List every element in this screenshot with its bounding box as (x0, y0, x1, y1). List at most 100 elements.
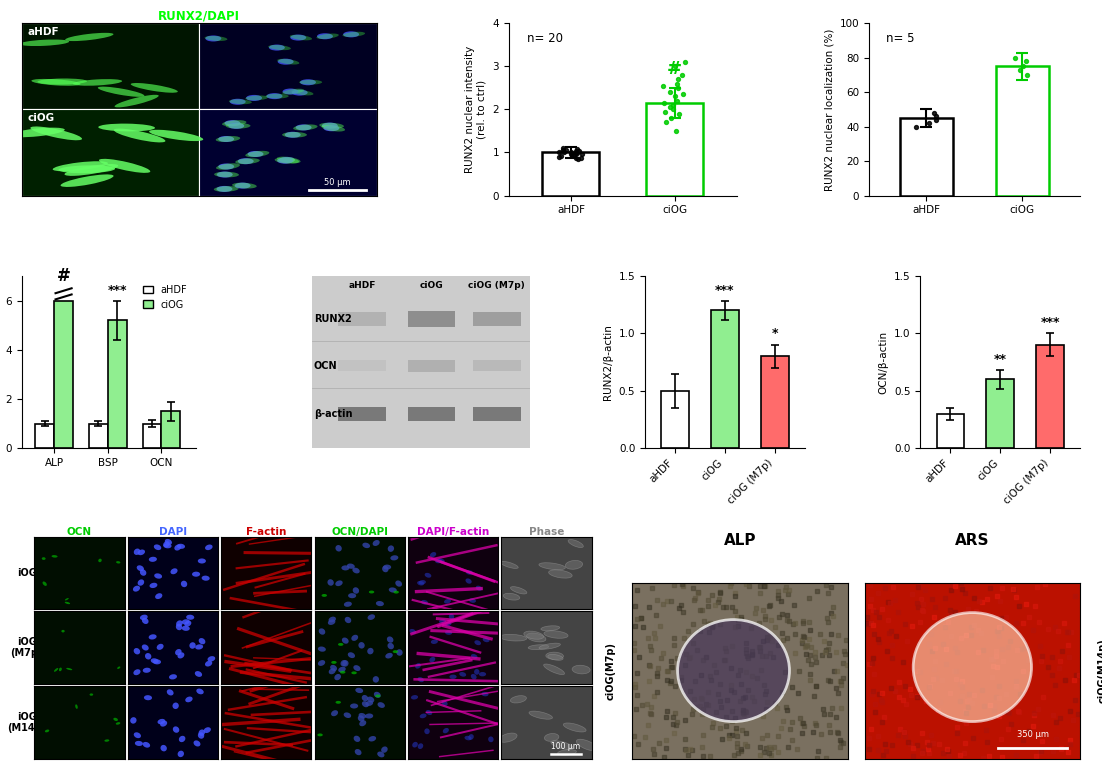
Point (1066, 590, 1083, 602)
Ellipse shape (89, 694, 94, 696)
Point (565, 149, 583, 161)
Point (728, 669, 746, 681)
Ellipse shape (344, 712, 352, 718)
Point (988, 625, 1006, 637)
Ellipse shape (331, 711, 338, 716)
Point (651, 620, 669, 632)
Point (977, 724, 995, 736)
Text: 350 μm: 350 μm (1017, 731, 1049, 739)
Point (644, 581, 661, 594)
Point (936, 621, 953, 633)
Point (867, 606, 885, 618)
Bar (408, 311, 455, 327)
Point (866, 705, 884, 717)
Point (864, 685, 882, 697)
Point (626, 677, 644, 690)
Point (687, 701, 704, 714)
Point (665, 727, 682, 739)
Point (1034, 650, 1051, 663)
Point (734, 707, 752, 719)
Ellipse shape (205, 544, 213, 550)
Point (640, 674, 658, 687)
Point (732, 742, 749, 755)
Point (655, 80, 672, 92)
Point (690, 586, 707, 598)
Point (927, 601, 944, 613)
Ellipse shape (411, 695, 418, 700)
Bar (108, 320, 127, 448)
Ellipse shape (190, 642, 196, 649)
Ellipse shape (424, 728, 430, 735)
Point (680, 748, 698, 761)
Point (953, 690, 971, 703)
Ellipse shape (133, 732, 141, 738)
Point (724, 714, 742, 727)
Ellipse shape (471, 654, 477, 659)
Point (721, 580, 738, 592)
Ellipse shape (678, 620, 789, 721)
Point (818, 611, 835, 624)
Point (1047, 733, 1065, 745)
Point (756, 613, 774, 625)
Bar (646, 103, 703, 196)
Ellipse shape (431, 639, 437, 644)
Point (702, 617, 720, 629)
Ellipse shape (334, 674, 341, 680)
Point (834, 657, 852, 670)
Ellipse shape (149, 557, 156, 562)
Point (817, 752, 834, 765)
Point (756, 610, 774, 622)
Point (957, 587, 974, 599)
Point (683, 744, 701, 756)
Point (828, 665, 845, 677)
Point (669, 94, 687, 107)
Point (667, 680, 684, 692)
Point (648, 666, 666, 679)
Point (834, 737, 852, 749)
Point (784, 681, 801, 694)
Point (734, 704, 752, 717)
Point (883, 639, 900, 651)
Point (692, 692, 710, 704)
Point (914, 598, 931, 610)
Point (958, 707, 975, 719)
Point (885, 581, 903, 594)
Ellipse shape (430, 657, 435, 663)
Ellipse shape (204, 728, 210, 733)
Point (573, 152, 591, 164)
Point (1044, 745, 1061, 757)
Point (942, 629, 960, 642)
Point (1012, 688, 1029, 700)
Point (701, 750, 719, 762)
Point (757, 580, 775, 592)
Bar (900, 118, 953, 196)
Point (926, 621, 943, 633)
Point (727, 724, 745, 737)
Ellipse shape (397, 649, 402, 656)
Point (642, 700, 660, 713)
Ellipse shape (282, 89, 304, 94)
Point (812, 728, 830, 740)
Ellipse shape (335, 701, 341, 704)
Point (920, 638, 938, 650)
Text: ALP: ALP (724, 533, 756, 548)
Ellipse shape (342, 565, 349, 570)
Point (766, 741, 784, 753)
Point (962, 621, 980, 633)
Point (775, 634, 792, 646)
Point (869, 743, 887, 755)
Point (972, 626, 990, 639)
Bar (54, 300, 73, 448)
Point (811, 628, 829, 640)
Ellipse shape (216, 186, 233, 192)
Ellipse shape (396, 580, 402, 587)
Point (941, 609, 959, 622)
Ellipse shape (138, 550, 145, 555)
Ellipse shape (389, 587, 397, 593)
Point (725, 749, 743, 762)
Point (726, 621, 744, 633)
Point (819, 673, 836, 686)
Ellipse shape (207, 656, 215, 662)
Point (684, 637, 702, 649)
Point (807, 651, 824, 663)
